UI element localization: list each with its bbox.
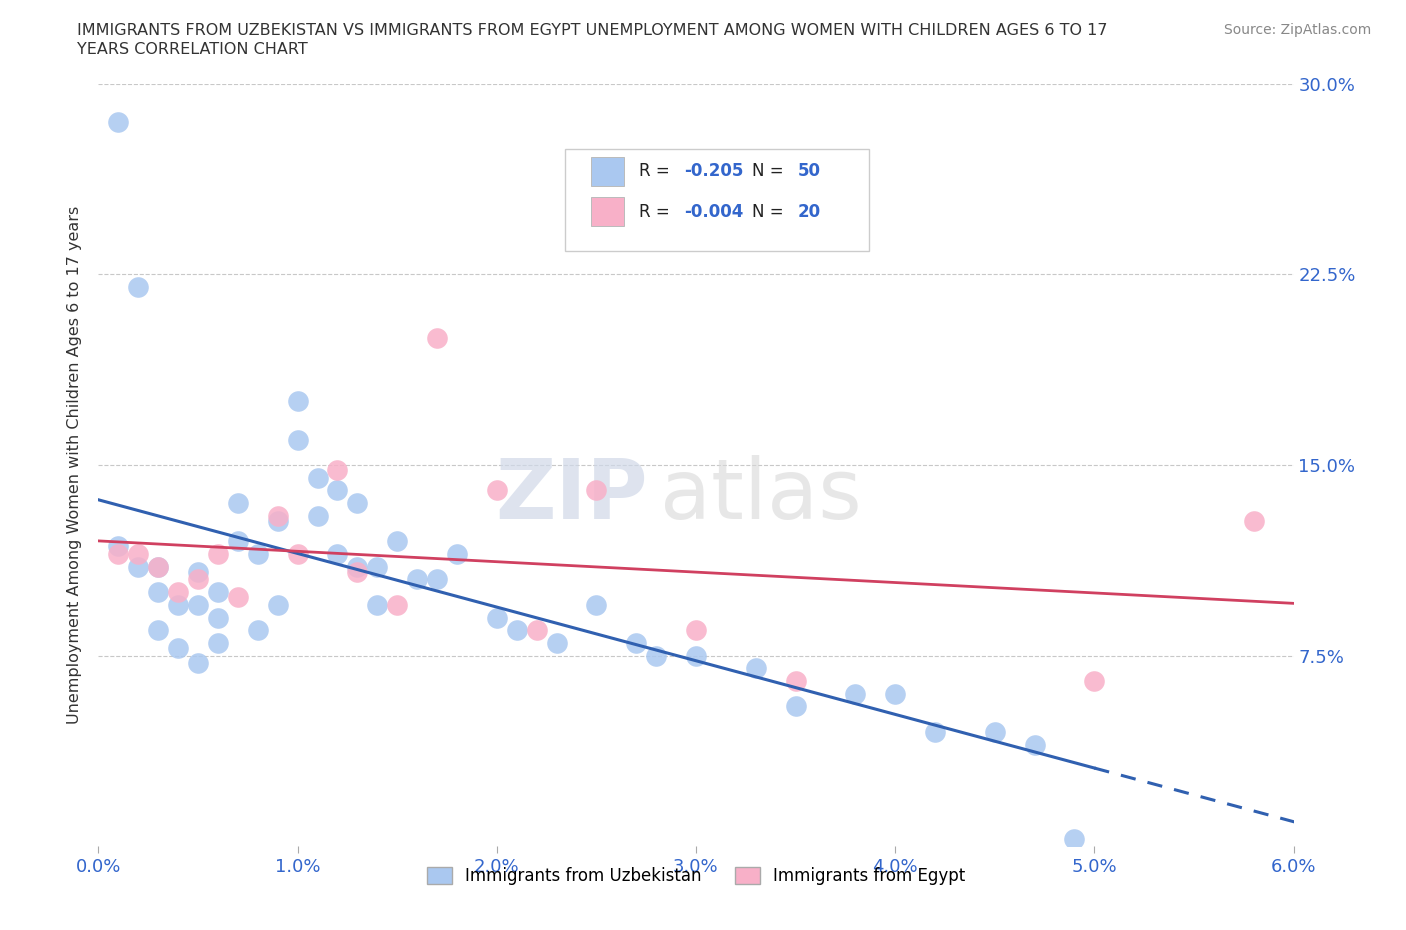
Point xyxy=(366,597,388,612)
Point xyxy=(585,483,607,498)
Point xyxy=(385,597,409,612)
Point xyxy=(346,565,368,579)
Point xyxy=(785,673,807,688)
Point xyxy=(287,394,309,409)
Text: R =: R = xyxy=(638,203,675,220)
Point xyxy=(366,559,388,574)
Point xyxy=(685,648,707,663)
Point xyxy=(426,330,449,345)
Point xyxy=(127,547,149,562)
FancyBboxPatch shape xyxy=(565,149,869,251)
Point xyxy=(167,641,190,656)
Point xyxy=(884,686,907,701)
FancyBboxPatch shape xyxy=(591,197,624,226)
Point xyxy=(1024,737,1046,752)
Point xyxy=(207,610,229,625)
Text: N =: N = xyxy=(752,203,789,220)
Point xyxy=(307,509,329,524)
Point xyxy=(167,597,190,612)
Text: -0.004: -0.004 xyxy=(685,203,744,220)
Point xyxy=(406,572,429,587)
Point xyxy=(107,547,129,562)
Point xyxy=(267,597,290,612)
Point xyxy=(148,585,170,600)
Text: YEARS CORRELATION CHART: YEARS CORRELATION CHART xyxy=(77,42,308,57)
Point xyxy=(844,686,866,701)
FancyBboxPatch shape xyxy=(591,157,624,186)
Point xyxy=(1243,513,1265,528)
Point xyxy=(485,483,508,498)
Point xyxy=(1063,831,1085,846)
Point xyxy=(685,623,707,638)
Point xyxy=(226,590,249,604)
Point xyxy=(645,648,668,663)
Point xyxy=(385,534,409,549)
Point xyxy=(148,623,170,638)
Text: 50: 50 xyxy=(797,163,821,180)
Point xyxy=(187,597,209,612)
Point xyxy=(246,547,269,562)
Point xyxy=(307,471,329,485)
Point xyxy=(485,610,508,625)
Point xyxy=(226,534,249,549)
Y-axis label: Unemployment Among Women with Children Ages 6 to 17 years: Unemployment Among Women with Children A… xyxy=(67,206,83,724)
Point xyxy=(107,114,129,129)
Point xyxy=(626,635,648,650)
Point xyxy=(287,432,309,447)
Point xyxy=(287,547,309,562)
Point xyxy=(267,509,290,524)
Text: Source: ZipAtlas.com: Source: ZipAtlas.com xyxy=(1223,23,1371,37)
Point xyxy=(506,623,529,638)
Text: ZIP: ZIP xyxy=(496,455,648,536)
Point xyxy=(207,547,229,562)
Point xyxy=(107,538,129,553)
Text: IMMIGRANTS FROM UZBEKISTAN VS IMMIGRANTS FROM EGYPT UNEMPLOYMENT AMONG WOMEN WIT: IMMIGRANTS FROM UZBEKISTAN VS IMMIGRANTS… xyxy=(77,23,1108,38)
Point xyxy=(167,585,190,600)
Point xyxy=(585,597,607,612)
Point xyxy=(446,547,468,562)
Point xyxy=(148,559,170,574)
Point xyxy=(326,483,349,498)
Point xyxy=(187,656,209,671)
Point xyxy=(326,547,349,562)
Point xyxy=(785,699,807,714)
Text: N =: N = xyxy=(752,163,789,180)
Text: atlas: atlas xyxy=(661,455,862,536)
Point xyxy=(426,572,449,587)
Point xyxy=(1083,673,1105,688)
Point xyxy=(148,559,170,574)
Point xyxy=(246,623,269,638)
Point xyxy=(207,635,229,650)
Point xyxy=(346,559,368,574)
Text: 20: 20 xyxy=(797,203,821,220)
Legend: Immigrants from Uzbekistan, Immigrants from Egypt: Immigrants from Uzbekistan, Immigrants f… xyxy=(420,860,972,891)
Point xyxy=(346,496,368,511)
Point xyxy=(187,565,209,579)
Point xyxy=(127,280,149,295)
Point xyxy=(326,462,349,477)
Point xyxy=(226,496,249,511)
Point xyxy=(526,623,548,638)
Point xyxy=(127,559,149,574)
Point xyxy=(546,635,568,650)
Point xyxy=(207,585,229,600)
Text: R =: R = xyxy=(638,163,675,180)
Point xyxy=(267,513,290,528)
Text: -0.205: -0.205 xyxy=(685,163,744,180)
Point xyxy=(984,724,1007,739)
Point xyxy=(745,661,768,676)
Point xyxy=(187,572,209,587)
Point xyxy=(924,724,946,739)
